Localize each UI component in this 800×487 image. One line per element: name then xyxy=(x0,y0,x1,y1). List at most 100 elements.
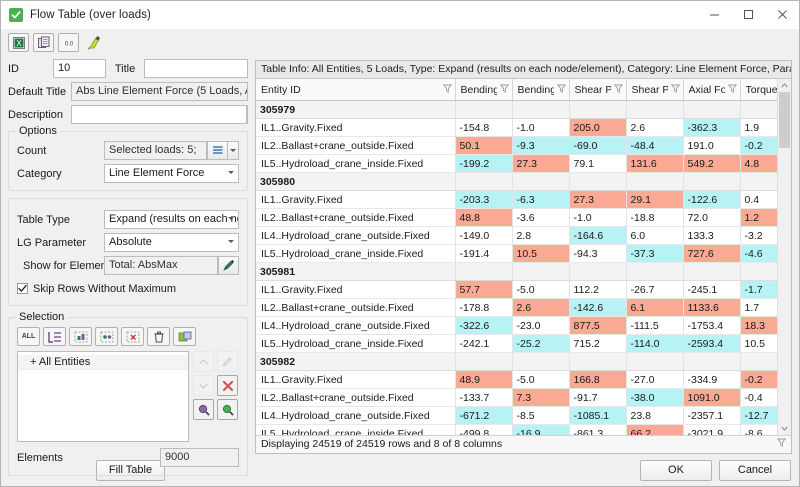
table-row[interactable]: IL1..Gravity.Fixed -203.3 -6.3 27.3 29.1 -122… xyxy=(256,190,777,209)
category-select[interactable]: Line Element Force xyxy=(104,164,239,183)
header-row: Entity ID Bending Bending Shear Pl: Shear Pl… xyxy=(256,79,777,101)
column-header-label: Bending xyxy=(517,83,554,96)
column-header-label: Shear Pl: xyxy=(631,83,668,96)
filter-icon[interactable] xyxy=(442,84,452,96)
edit-show-for-element-button[interactable] xyxy=(218,256,239,275)
zoom-selection-button[interactable] xyxy=(193,399,214,420)
filter-icon[interactable] xyxy=(499,84,509,96)
entity-group-row[interactable]: 305982 xyxy=(256,352,777,371)
entity-group-blank xyxy=(740,100,777,119)
load-case-label: IL4..Hydroload_crane_outside.Fixed xyxy=(256,316,456,335)
filter-icon[interactable] xyxy=(613,84,623,96)
select-elements-button[interactable] xyxy=(95,327,118,346)
table-row[interactable]: IL4..Hydroload_crane_outside.Fixed -322.6… xyxy=(256,316,777,335)
column-header-label: Bending xyxy=(460,83,497,96)
minimize-button[interactable] xyxy=(697,1,731,28)
result-cell-0: -178.8 xyxy=(455,298,513,317)
column-header-6[interactable]: Torque [ xyxy=(740,79,777,101)
svg-text:0.0: 0.0 xyxy=(64,41,73,47)
id-input[interactable]: 10 xyxy=(53,59,106,78)
select-all-button[interactable]: ALL xyxy=(17,327,40,346)
close-button[interactable] xyxy=(765,1,799,28)
entity-group-blank xyxy=(512,262,570,281)
filter-icon[interactable] xyxy=(727,84,737,96)
table-row[interactable]: IL5..Hydroload_crane_inside.Fixed -199.2 2… xyxy=(256,154,777,173)
table-row[interactable]: IL2..Ballast+crane_outside.Fixed 50.1 -9.3… xyxy=(256,136,777,155)
table-row[interactable]: IL1..Gravity.Fixed 48.9 -5.0 166.8 -27.0 -334… xyxy=(256,370,777,389)
move-up-button[interactable] xyxy=(193,351,214,372)
filter-icon[interactable] xyxy=(670,84,680,96)
ok-button[interactable]: OK xyxy=(640,459,712,481)
table-row[interactable]: IL2..Ballast+crane_outside.Fixed -133.7 7.… xyxy=(256,388,777,407)
table-row[interactable]: IL4..Hydroload_crane_outside.Fixed -671.2… xyxy=(256,406,777,425)
count-dropdown-button[interactable] xyxy=(228,141,239,160)
scroll-thumb[interactable] xyxy=(779,92,790,148)
select-nodes-button[interactable] xyxy=(69,327,92,346)
scroll-up-arrow[interactable] xyxy=(781,79,788,92)
vertical-scrollbar[interactable] xyxy=(777,79,791,435)
list-item[interactable]: + All Entities xyxy=(18,355,188,370)
result-cell-3: 6.1 xyxy=(626,298,684,317)
skip-rows-row[interactable]: Skip Rows Without Maximum xyxy=(17,279,239,298)
result-cell-5: -1.7 xyxy=(740,280,777,299)
result-cell-2: -91.7 xyxy=(569,388,627,407)
filter-icon[interactable] xyxy=(556,84,566,96)
find-entity-button[interactable] xyxy=(217,399,238,420)
column-header-1[interactable]: Bending xyxy=(455,79,513,101)
result-cell-2: -69.0 xyxy=(569,136,627,155)
table-row[interactable]: IL5..Hydroload_crane_inside.Fixed -499.8-… xyxy=(256,424,777,435)
entity-group-id: 305979 xyxy=(256,100,456,119)
result-cell-1: -5.0 xyxy=(512,280,570,299)
results-grid-body: Entity ID Bending Bending Shear Pl: Shear Pl… xyxy=(256,79,777,435)
scroll-down-arrow[interactable] xyxy=(781,422,788,435)
table-row[interactable]: IL1..Gravity.Fixed -154.8 -1.0 205.0 2.6 -362… xyxy=(256,118,777,137)
table-row[interactable]: IL4..Hydroload_crane_outside.Fixed -149.0… xyxy=(256,226,777,245)
table-row[interactable]: IL2..Ballast+crane_outside.Fixed 48.8 -3.6… xyxy=(256,208,777,227)
show-for-element-row: Show for Element Total: AbsMax xyxy=(17,256,239,275)
table-row[interactable]: IL5..Hydroload_crane_inside.Fixed -242.1-… xyxy=(256,334,777,353)
description-input[interactable] xyxy=(71,105,247,124)
entities-list[interactable]: + All Entities xyxy=(17,351,189,442)
entity-group-row[interactable]: 305981 xyxy=(256,262,777,281)
select-from-view-button[interactable] xyxy=(173,327,196,346)
table-row[interactable]: IL1..Gravity.Fixed 57.7 -5.0 112.2 -26.7 -245… xyxy=(256,280,777,299)
result-cell-5: -12.7 xyxy=(740,406,777,425)
column-header-5[interactable]: Axial For xyxy=(683,79,741,101)
entity-group-row[interactable]: 305980 xyxy=(256,172,777,191)
cancel-button[interactable]: Cancel xyxy=(719,459,791,481)
lg-parameter-select[interactable]: Absolute xyxy=(104,233,239,252)
export-excel-icon[interactable]: X xyxy=(8,33,29,52)
delete-selection-button[interactable] xyxy=(147,327,170,346)
result-cell-5: 18.3 xyxy=(740,316,777,335)
column-header-0[interactable]: Entity ID xyxy=(256,79,456,101)
status-filter-icon[interactable] xyxy=(776,436,787,453)
table-status-bar: Displaying 24519 of 24519 rows and 8 of … xyxy=(256,435,791,453)
edit-entry-button[interactable] xyxy=(217,351,238,372)
table-type-select[interactable]: Expand (results on each node/elemen xyxy=(104,210,239,229)
table-row[interactable]: IL5..Hydroload_crane_inside.Fixed -191.4 1… xyxy=(256,244,777,263)
result-cell-2: 112.2 xyxy=(569,280,627,299)
chevron-down-icon xyxy=(228,171,234,174)
scroll-track[interactable] xyxy=(778,92,791,422)
select-loads-button[interactable] xyxy=(207,141,228,160)
decimals-icon[interactable]: 0.0 xyxy=(58,33,79,52)
select-deselect-button[interactable] xyxy=(121,327,144,346)
result-cell-1: 27.3 xyxy=(512,154,570,173)
select-by-list-button[interactable] xyxy=(43,327,66,346)
column-header-4[interactable]: Shear Pl: xyxy=(626,79,684,101)
table-row[interactable]: IL2..Ballast+crane_outside.Fixed -178.8 2.… xyxy=(256,298,777,317)
column-header-2[interactable]: Bending xyxy=(512,79,570,101)
highlight-brush-icon[interactable] xyxy=(83,33,105,52)
copy-table-icon[interactable] xyxy=(33,33,54,52)
entity-group-blank xyxy=(740,352,777,371)
result-cell-4: 549.2 xyxy=(683,154,741,173)
title-input[interactable] xyxy=(144,59,248,78)
move-down-button[interactable] xyxy=(193,375,214,396)
entity-group-row[interactable]: 305979 xyxy=(256,100,777,119)
column-header-3[interactable]: Shear Pl: xyxy=(569,79,627,101)
show-for-element-value: Total: AbsMax xyxy=(104,256,218,275)
skip-rows-checkbox[interactable] xyxy=(17,283,28,294)
maximize-button[interactable] xyxy=(731,1,765,28)
result-cell-2: 166.8 xyxy=(569,370,627,389)
remove-entry-button[interactable] xyxy=(217,375,238,396)
